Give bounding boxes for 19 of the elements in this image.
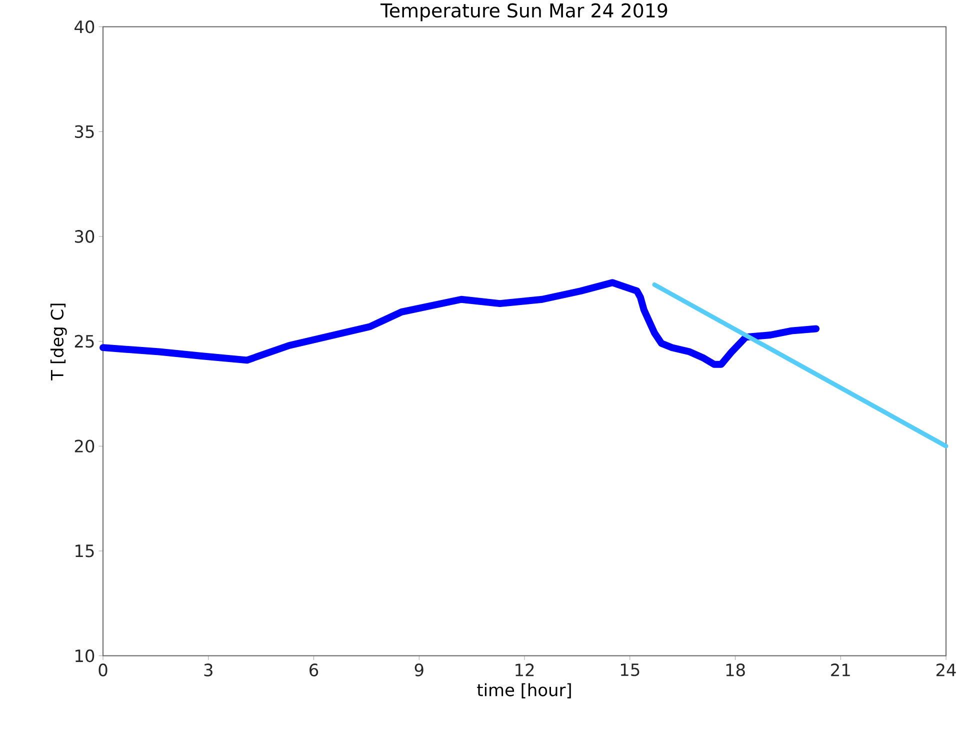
y-tick-label: 10 <box>76 649 94 662</box>
y-tick-label: 25 <box>74 334 94 348</box>
y-tick-label: 20 <box>74 440 94 453</box>
x-tick-label: 6 <box>310 664 318 676</box>
chart-title: Temperature Sun Mar 24 2019 <box>380 3 668 22</box>
x-tick-label: 18 <box>726 664 745 676</box>
y-tick-label: 30 <box>74 230 94 243</box>
y-tick-label: 35 <box>74 125 94 138</box>
x-tick-label: 0 <box>98 664 108 676</box>
x-tick-label: 15 <box>620 664 640 676</box>
x-tick-label: 9 <box>414 664 424 676</box>
y-tick-label: 40 <box>74 20 94 34</box>
x-tick-label: 21 <box>831 664 850 676</box>
x-tick-label: 24 <box>936 664 956 676</box>
x-axis-title: time [hour] <box>477 683 571 698</box>
x-tick-label: 12 <box>516 664 534 676</box>
y-tick-label: 15 <box>76 544 94 558</box>
x-tick-label: 3 <box>204 664 212 676</box>
y-axis-title: T [deg C] <box>50 304 67 380</box>
